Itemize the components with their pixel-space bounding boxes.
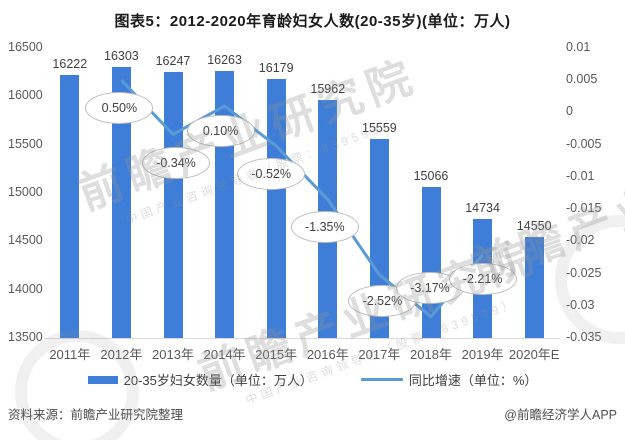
credit-note: @前瞻经济学人APP: [504, 408, 617, 422]
x-axis-label-2017年: 2017年: [358, 347, 401, 362]
x-axis-label-2014年: 2014年: [203, 347, 246, 362]
growth-label-bubble: -2.21%: [448, 262, 517, 295]
x-axis-label-2020年E: 2020年E: [508, 347, 560, 362]
right-axis-tick-label: -0.035: [566, 330, 602, 344]
growth-label-bubble: -0.34%: [142, 147, 210, 180]
x-axis-label-2013年: 2013年: [152, 347, 194, 362]
growth-label-bubble: 0.50%: [85, 92, 154, 125]
x-axis-label-2011年: 2011年: [49, 347, 91, 362]
growth-label-bubble: 0.10%: [186, 115, 255, 147]
bar-value-label: 16222: [52, 56, 88, 71]
bar-value-label: 15066: [413, 168, 449, 183]
bar-2011年: [60, 74, 80, 338]
bar-value-label: 16179: [258, 61, 294, 76]
bar-value-label: 16263: [207, 52, 242, 67]
left-axis-tick-label: 16500: [8, 40, 43, 54]
x-axis-label-2018年: 2018年: [410, 347, 452, 362]
plot-area: 16222 16303 16247 16263 16179 15962 15559 15066…: [44, 48, 560, 339]
growth-label-bubble: -0.52%: [237, 157, 306, 190]
right-axis-tick-label: -0.03: [566, 297, 595, 312]
right-axis-tick-label: -0.025: [566, 265, 602, 280]
legend-line-label: 同比增速（单位：%）: [408, 373, 538, 388]
source-note: 资料来源：前瞻产业研究院整理: [8, 408, 184, 422]
bar-2012年: [111, 67, 131, 338]
x-axis-label-2019年: 2019年: [461, 347, 504, 362]
right-axis-tick-label: -0.015: [566, 201, 602, 216]
chart-title: 图表5：2012-2020年育龄妇女人数(20-35岁)(单位：万人): [114, 13, 511, 30]
right-axis-tick-label: 0.01: [566, 40, 591, 54]
right-axis-tick-label: -0.005: [566, 136, 602, 151]
bar-value-label: 14550: [516, 218, 552, 233]
left-axis-tick-label: 14000: [8, 281, 43, 296]
legend-item-line-series: 同比增速（单位：%）: [360, 370, 538, 389]
line-series-swatch-icon: [360, 378, 403, 381]
left-axis-tick-label: 15000: [8, 185, 43, 199]
right-axis-tick-label: -0.02: [566, 233, 595, 248]
x-axis-label-2016年: 2016年: [306, 347, 349, 362]
left-axis-tick-label: 13500: [8, 330, 43, 344]
bar-series-swatch-icon: [87, 375, 118, 384]
x-axis-label-2012年: 2012年: [100, 347, 143, 362]
legend-item-bar-series: 20-35岁妇女数量（单位：万人）: [87, 370, 313, 389]
left-axis-tick-label: 16000: [8, 88, 43, 103]
bar-value-label: 16303: [104, 49, 139, 64]
bar-2020年E: [524, 236, 544, 338]
left-axis-tick-label: 14500: [8, 233, 43, 248]
bar-value-label: 16247: [155, 54, 191, 69]
right-axis-tick-label: 0: [566, 104, 573, 119]
x-axis-label-2015年: 2015年: [255, 347, 298, 362]
x-axis-labels: 2011年 2012年 2013年 2014年 2015年 2016年 2017年 2018年…: [44, 344, 560, 362]
right-axis-tick-label: 0.005: [566, 72, 598, 87]
left-axis-tick-label: 15500: [8, 136, 43, 151]
bar-value-label: 15962: [310, 82, 346, 97]
growth-label-bubble: -1.35%: [290, 211, 359, 244]
bar-2013年: [163, 72, 183, 338]
legend: 20-35岁妇女数量（单位：万人） 同比增速（单位：%）: [0, 370, 625, 389]
bar-value-label: 15559: [362, 120, 397, 135]
legend-bar-label: 20-35岁妇女数量（单位：万人）: [123, 373, 313, 388]
bar-value-label: 14734: [465, 200, 500, 215]
right-axis-tick-label: -0.01: [566, 168, 595, 183]
growth-label-bubble: -2.52%: [348, 284, 417, 317]
